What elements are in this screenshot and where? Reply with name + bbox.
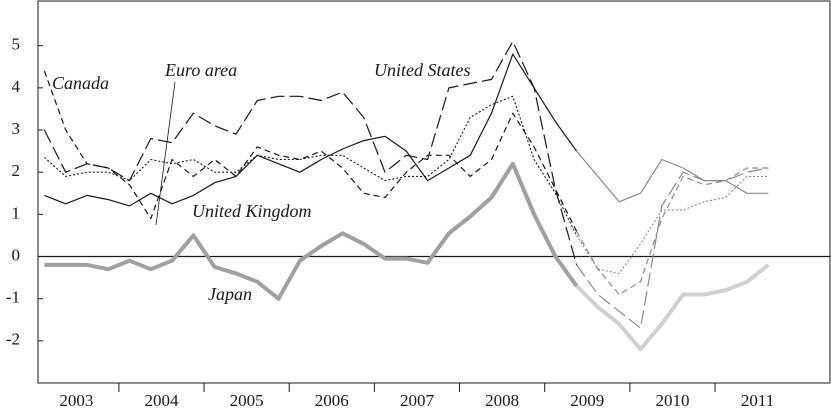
series-label: Japan xyxy=(208,284,252,304)
x-tick-label: 2009 xyxy=(570,391,604,410)
series-line xyxy=(576,150,769,203)
y-tick-label: 2 xyxy=(12,161,21,180)
series-line xyxy=(576,167,769,329)
x-tick-label: 2004 xyxy=(144,391,179,410)
series-label: United States xyxy=(374,60,471,80)
series-line xyxy=(576,175,769,274)
series-label: Canada xyxy=(52,73,109,93)
x-tick-label: 2006 xyxy=(315,391,349,410)
series-line xyxy=(44,53,578,207)
x-tick-label: 2003 xyxy=(59,391,93,410)
x-tick-label: 2010 xyxy=(655,391,689,410)
y-tick-label: 3 xyxy=(12,119,21,138)
series-line xyxy=(576,167,769,296)
y-tick-label: 5 xyxy=(12,35,21,54)
series-line xyxy=(575,263,770,352)
y-tick-label: -2 xyxy=(6,330,20,349)
label-pointer xyxy=(155,81,176,226)
series-line xyxy=(43,40,578,266)
y-tick-label: -1 xyxy=(6,288,20,307)
series-line xyxy=(43,70,578,232)
y-tick-label: 4 xyxy=(12,77,21,96)
series-label: United Kingdom xyxy=(192,201,312,221)
y-tick-label: 0 xyxy=(12,245,21,264)
plot-frame xyxy=(37,0,831,384)
x-tick-label: 2008 xyxy=(485,391,519,410)
series-line xyxy=(44,161,579,301)
x-tick-label: 2007 xyxy=(400,391,435,410)
x-tick-label: 2005 xyxy=(230,391,264,410)
series-label: Euro area xyxy=(164,60,237,80)
y-tick-label: 1 xyxy=(12,203,21,222)
x-tick-label: 2011 xyxy=(741,391,774,410)
